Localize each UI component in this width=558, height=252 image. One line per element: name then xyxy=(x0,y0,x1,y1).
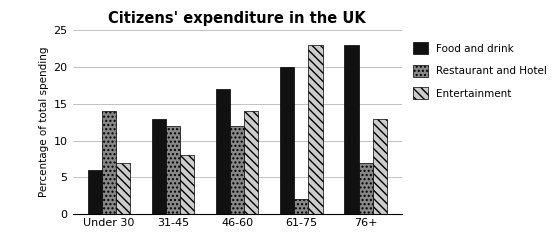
Bar xyxy=(230,126,244,214)
Bar xyxy=(309,45,323,214)
Title: Citizens' expenditure in the UK: Citizens' expenditure in the UK xyxy=(108,11,366,26)
Legend: Food and drink, Restaurant and Hotel, Entertainment: Food and drink, Restaurant and Hotel, En… xyxy=(410,39,550,102)
Bar xyxy=(152,118,166,214)
Bar xyxy=(102,111,116,214)
Bar xyxy=(244,111,258,214)
Bar xyxy=(180,155,194,214)
Bar xyxy=(280,67,294,214)
Bar xyxy=(88,170,102,214)
Bar xyxy=(373,118,387,214)
Y-axis label: Percentage of total spending: Percentage of total spending xyxy=(40,47,50,198)
Bar xyxy=(166,126,180,214)
Bar xyxy=(344,45,359,214)
Bar xyxy=(116,163,130,214)
Bar xyxy=(216,89,230,214)
Bar xyxy=(294,200,309,214)
Bar xyxy=(359,163,373,214)
